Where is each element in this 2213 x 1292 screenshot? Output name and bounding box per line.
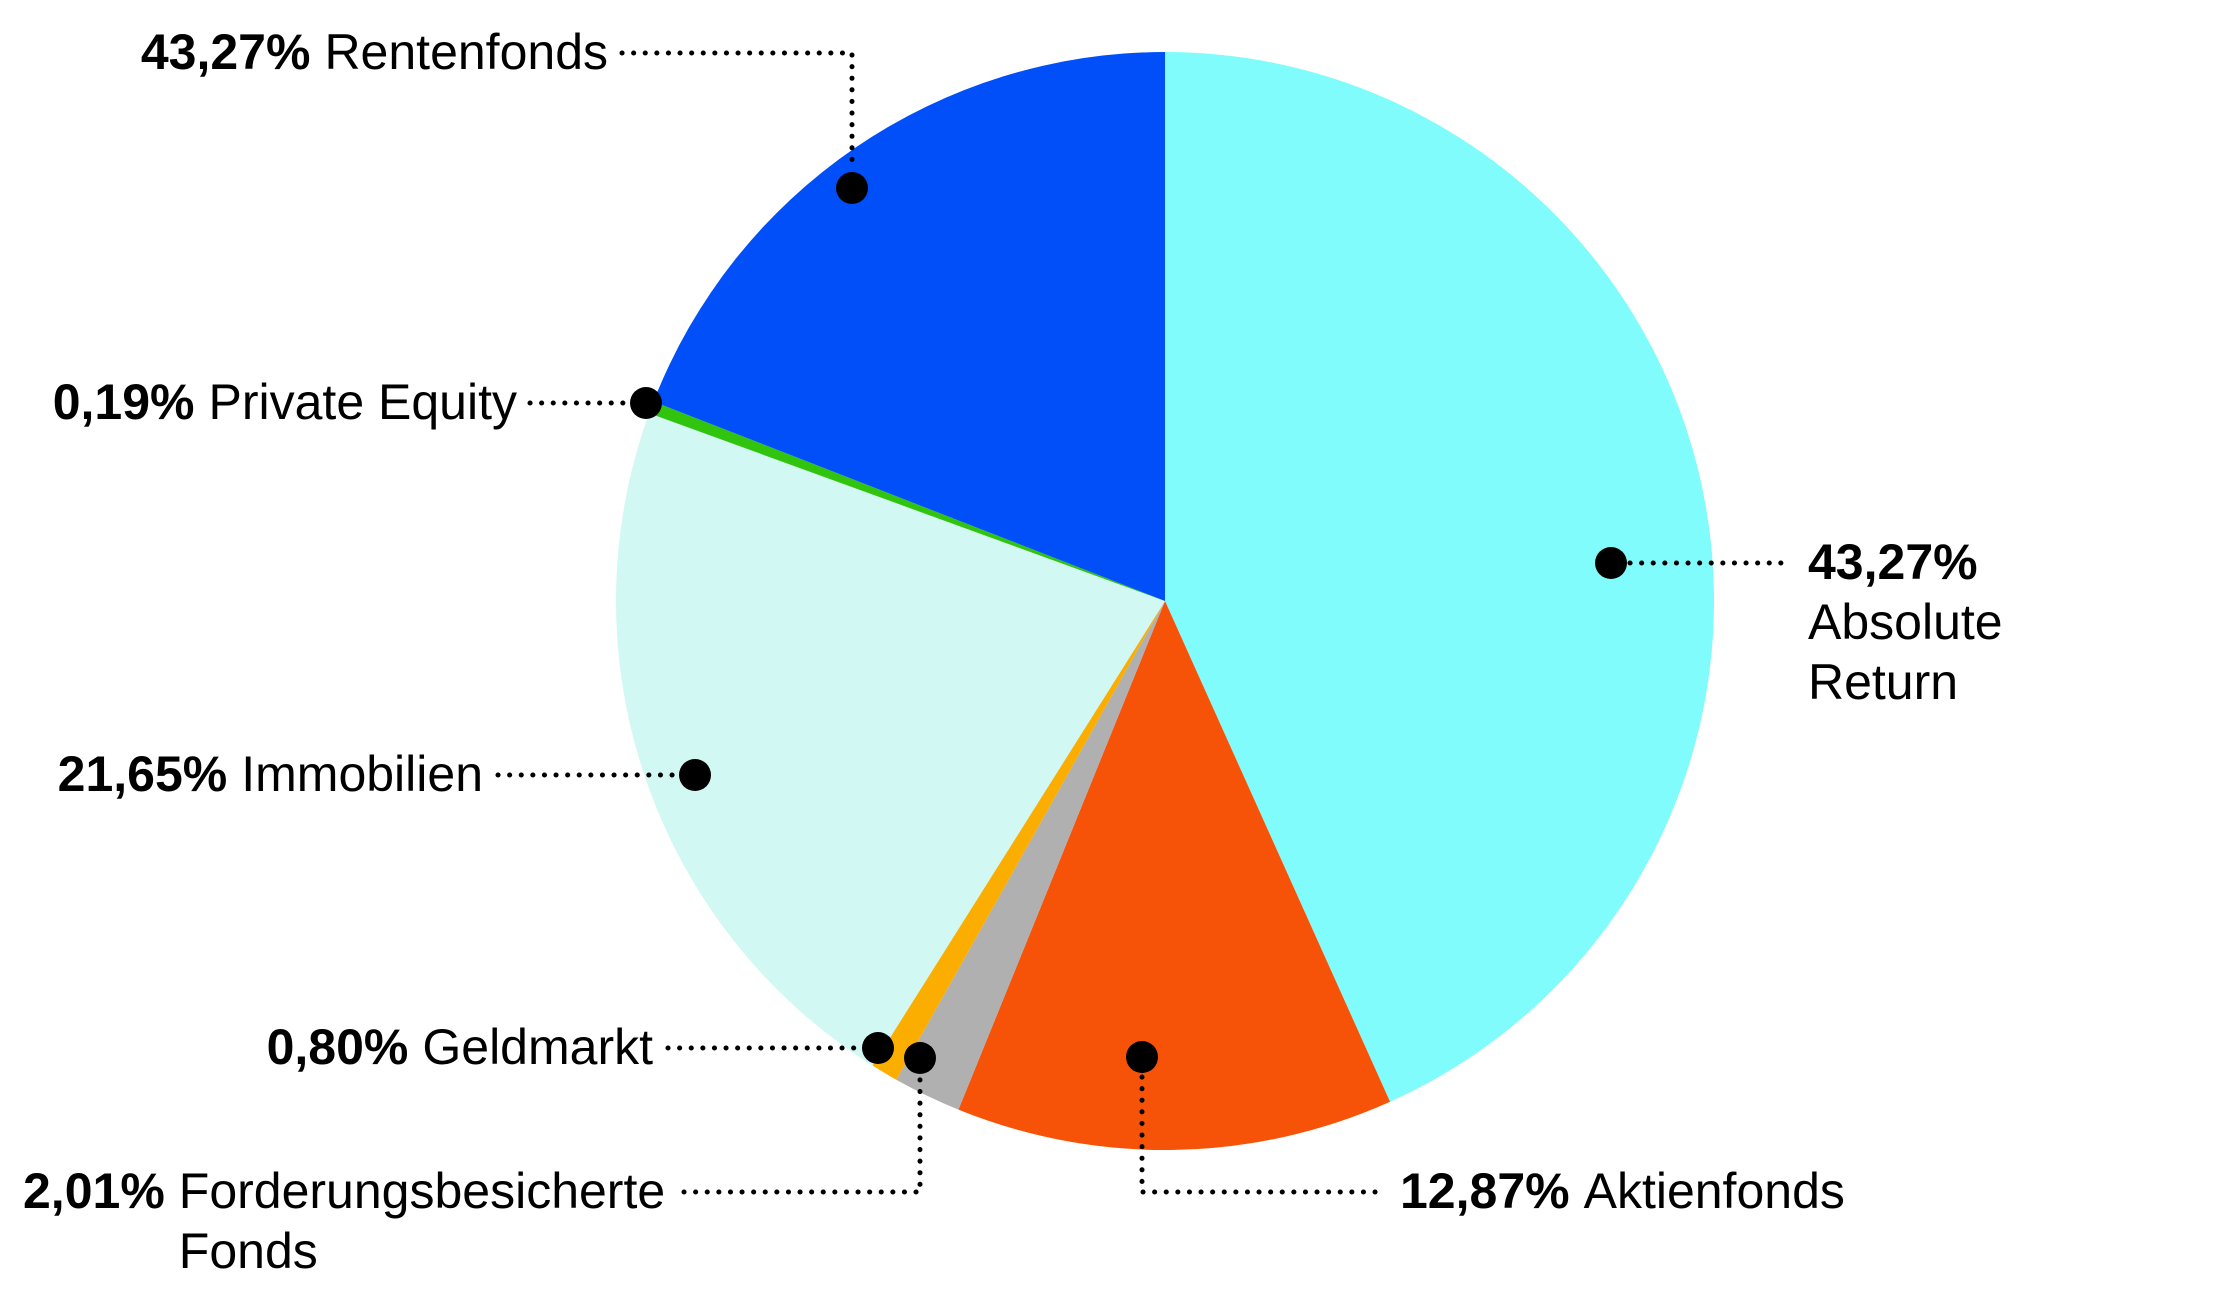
anchor-dot-rentenfonds: [836, 172, 868, 204]
label-immobilien-name: Immobilien: [241, 746, 483, 802]
label-rentenfonds-pct: 43,27%: [140, 24, 311, 80]
label-aktienfonds-pct: 12,87%: [1400, 1163, 1570, 1219]
label-private-equity-name: Private Equity: [208, 374, 517, 430]
slice-immobilien: [616, 413, 1165, 1066]
anchor-dot-geldmarkt: [862, 1032, 894, 1064]
leader-line-aktienfonds: [1139, 1074, 1388, 1195]
label-private-equity: 0,19% Private Equity: [53, 372, 517, 432]
label-forderungsbesicherte-fonds-pct: 2,01%: [23, 1163, 165, 1219]
anchor-dot-absolute-return: [1595, 547, 1627, 579]
leader-line-rentenfonds: [619, 50, 855, 171]
label-absolute-return: 43,27%Absolute Return: [1808, 532, 2213, 712]
label-immobilien-pct: 21,65%: [57, 746, 228, 802]
label-forderungsbesicherte-fonds-name: Forderungsbesicherte Fonds: [178, 1163, 666, 1279]
anchor-dot-aktienfonds: [1126, 1041, 1158, 1073]
slice-private-equity: [649, 401, 1165, 601]
label-geldmarkt: 0,80% Geldmarkt: [267, 1017, 653, 1077]
leader-line-forderungsbesicherte-fonds: [681, 1075, 923, 1195]
label-aktienfonds: 12,87% Aktienfonds: [1400, 1161, 1845, 1221]
label-geldmarkt-name: Geldmarkt: [422, 1019, 653, 1075]
slice-aktienfonds: [958, 601, 1391, 1150]
slice-forderungsbesicherte-fonds: [896, 601, 1165, 1110]
label-rentenfonds-name: Rentenfonds: [324, 24, 608, 80]
anchor-dot-forderungsbesicherte-fonds: [904, 1042, 936, 1074]
slice-rentenfonds: [653, 52, 1165, 601]
slice-absolute-return: [1165, 52, 1714, 1102]
anchor-dot-private-equity: [630, 387, 662, 419]
label-absolute-return-pct: 43,27%: [1808, 534, 1978, 590]
label-forderungsbesicherte-fonds: 2,01% Forderungsbesicherte Fonds: [23, 1161, 739, 1281]
label-absolute-return-name: Absolute Return: [1808, 594, 2003, 710]
label-immobilien: 21,65% Immobilien: [58, 744, 483, 804]
label-aktienfonds-name: Aktienfonds: [1583, 1163, 1845, 1219]
anchor-dot-immobilien: [679, 759, 711, 791]
label-rentenfonds: 43,27% Rentenfonds: [141, 22, 608, 82]
slice-geldmarkt: [872, 601, 1165, 1080]
label-geldmarkt-pct: 0,80%: [266, 1019, 409, 1075]
label-private-equity-pct: 0,19%: [52, 374, 195, 430]
